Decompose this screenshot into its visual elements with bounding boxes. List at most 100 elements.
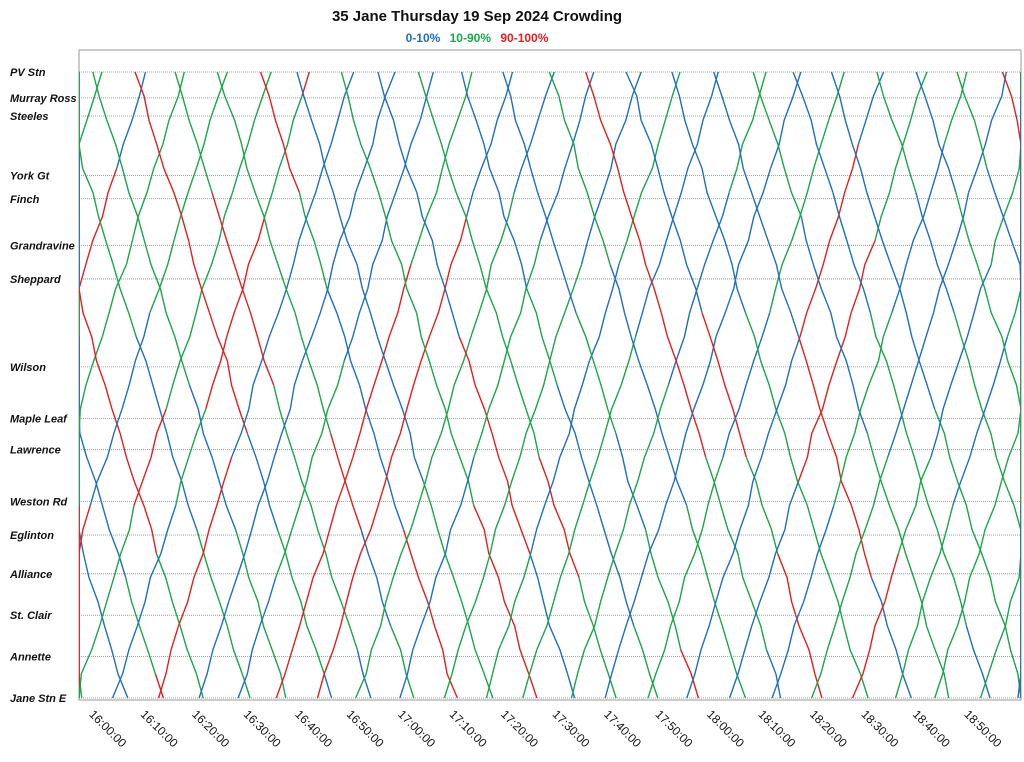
trip-segment (415, 312, 475, 506)
stop-label: Annette (9, 652, 51, 664)
trip-segment (539, 71, 595, 241)
trip-segment (82, 553, 129, 699)
trip-segment (503, 240, 541, 362)
trip-segment (259, 71, 301, 193)
trip-segment (776, 553, 823, 699)
trip-segment (810, 456, 889, 699)
trip-segment (609, 264, 648, 386)
trip-segment (505, 71, 514, 97)
trip-segment (604, 577, 643, 699)
x-tick-label: 16:20:00 (189, 707, 232, 750)
time-tick-labels: 16:00:00 16:10:00 16:20:00 16:30:00 16:40:00… (86, 707, 1004, 750)
trip-segment (460, 71, 528, 289)
trip-segment (529, 553, 569, 675)
legend-item-mid: 10-90% (449, 31, 491, 45)
trip-segment (1013, 505, 1021, 698)
x-tick-label: 16:50:00 (344, 707, 387, 750)
trip-segment (728, 481, 800, 699)
trip-segment (275, 529, 331, 699)
trip-segment (634, 95, 713, 337)
stop-label: Sheppard (10, 274, 61, 286)
trip-segment (965, 625, 991, 699)
trip-segment (361, 288, 424, 482)
trip-segment (618, 71, 681, 265)
trip-segment (399, 457, 475, 699)
trip-segment (722, 312, 771, 458)
stop-label: Weston Rd (10, 496, 68, 508)
x-tick-label: 16:10:00 (138, 707, 181, 750)
trip-segment (915, 192, 955, 314)
trip-segment (79, 264, 128, 506)
trip-segment (967, 71, 1007, 193)
trip-segment (745, 456, 779, 554)
trip-segment (92, 71, 139, 217)
trip-segment (264, 95, 303, 217)
trip-segment (869, 312, 938, 530)
x-tick-label: 17:00:00 (395, 707, 438, 750)
trip-segment (179, 71, 229, 217)
stop-label: Jane Stn E (10, 693, 67, 705)
trip-segment (986, 168, 1021, 410)
trip-segment (580, 71, 642, 265)
x-tick-label: 17:30:00 (550, 707, 593, 750)
trip-segment (458, 336, 531, 554)
trip-segment (955, 192, 1018, 386)
trip-segment (79, 505, 135, 699)
trip-segment (273, 384, 327, 554)
trip-segment (897, 456, 932, 554)
trip-segment (715, 168, 772, 338)
trip-segment (360, 529, 392, 627)
x-tick-label: 16:00:00 (86, 707, 129, 750)
trip-segment (513, 71, 555, 193)
trip-segment (934, 505, 996, 699)
trip-segment (806, 71, 845, 193)
x-tick-label: 17:20:00 (498, 707, 541, 750)
trip-segment (228, 360, 303, 602)
trip-segment (953, 312, 1015, 506)
trip-segment (686, 553, 734, 699)
trip-segment (79, 336, 127, 578)
trip-segment (154, 673, 165, 699)
trip-segment (340, 71, 418, 314)
trip-lines (79, 71, 1021, 699)
trip-segment (769, 192, 808, 313)
trip-segment (686, 505, 738, 675)
trip-segment (870, 577, 912, 699)
trip-segment (323, 673, 333, 699)
trip-segment (530, 360, 591, 554)
trip-segment (526, 288, 558, 386)
trip-segment (874, 71, 928, 241)
trip-segment (915, 71, 957, 193)
trip-segment (956, 71, 988, 169)
trip-segment (979, 505, 1021, 699)
trip-segment (79, 71, 103, 169)
trip-segment (765, 649, 782, 699)
trip-segment (89, 312, 151, 506)
trip-segment (390, 216, 468, 458)
stop-label: St. Clair (10, 610, 52, 622)
trip-segment (622, 384, 670, 530)
trip-segment (356, 649, 372, 699)
x-tick-label: 17:40:00 (601, 707, 644, 750)
stop-label: Lawrence (10, 445, 61, 457)
trip-segment (479, 264, 512, 362)
trip-segment (502, 71, 577, 314)
stop-label: York Gt (10, 170, 51, 182)
trip-segment (851, 553, 900, 699)
trip-segment (876, 71, 917, 193)
trip-segment (736, 673, 747, 699)
trip-segment (633, 625, 659, 699)
legend-item-low: 0-10% (405, 31, 441, 45)
trip-segment (1017, 505, 1021, 699)
trip-segment (417, 71, 481, 265)
trip-segment (881, 240, 936, 410)
trip-segment (556, 384, 635, 627)
trip-segment (894, 505, 954, 699)
trip-segment (990, 96, 1021, 265)
trip-segment (325, 553, 359, 651)
trip-segment (231, 95, 264, 193)
x-tick-label: 18:20:00 (807, 707, 850, 750)
trip-segment (174, 71, 213, 193)
x-tick-label: 18:40:00 (910, 707, 953, 750)
trip-segment (329, 433, 362, 530)
